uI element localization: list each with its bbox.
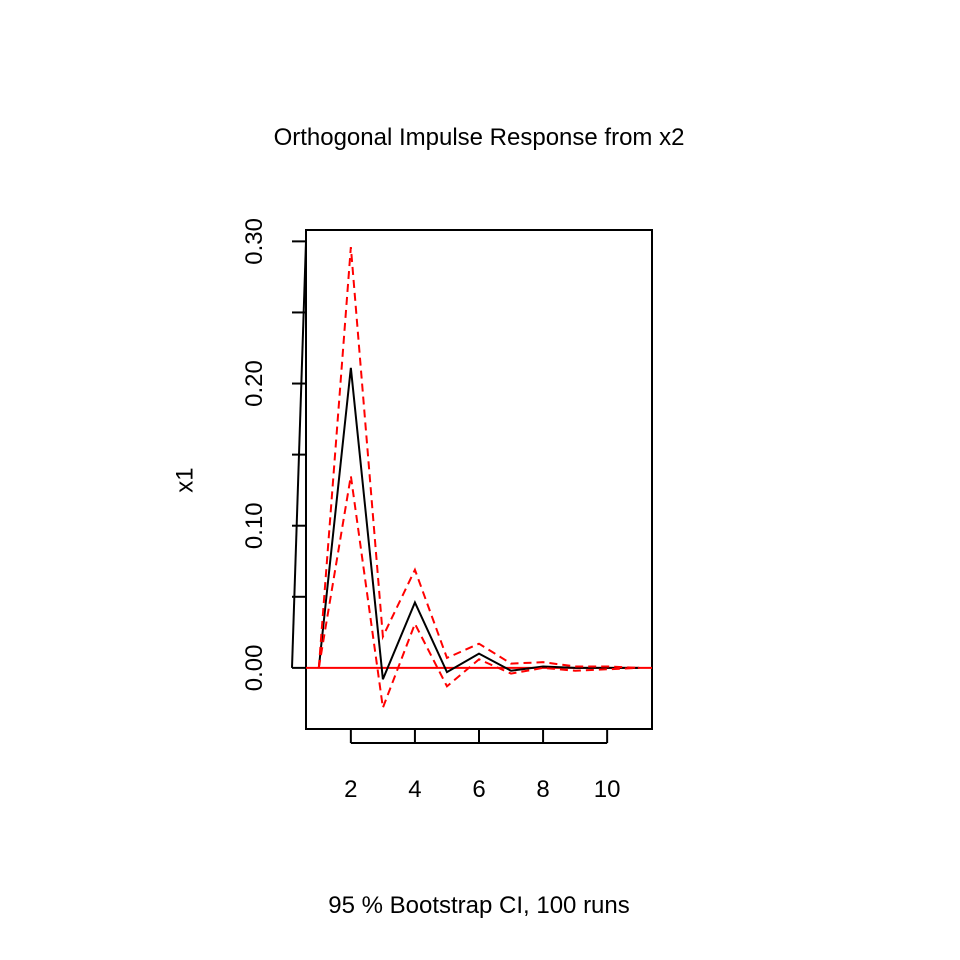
y-tick-label: 0.20 [241,360,268,407]
y-tick-label: 0.00 [241,645,268,692]
y-tick-label: 0.30 [241,218,268,265]
x-tick-label: 10 [594,776,621,803]
x-tick-label: 8 [536,776,549,803]
x-tick-label: 6 [472,776,485,803]
series-line-x1 [317,367,640,680]
series-line-lower [317,475,640,709]
series-line-upper [317,246,640,669]
y-axis-label: x1 [171,467,198,492]
x-tick-label: 2 [344,776,357,803]
y-axis-line [291,241,307,668]
x-tick-label: 4 [408,776,421,803]
y-tick-label: 0.10 [241,502,268,549]
chart-title: Orthogonal Impulse Response from x2 [274,124,685,151]
x-axis-label: 95 % Bootstrap CI, 100 runs [328,892,630,919]
